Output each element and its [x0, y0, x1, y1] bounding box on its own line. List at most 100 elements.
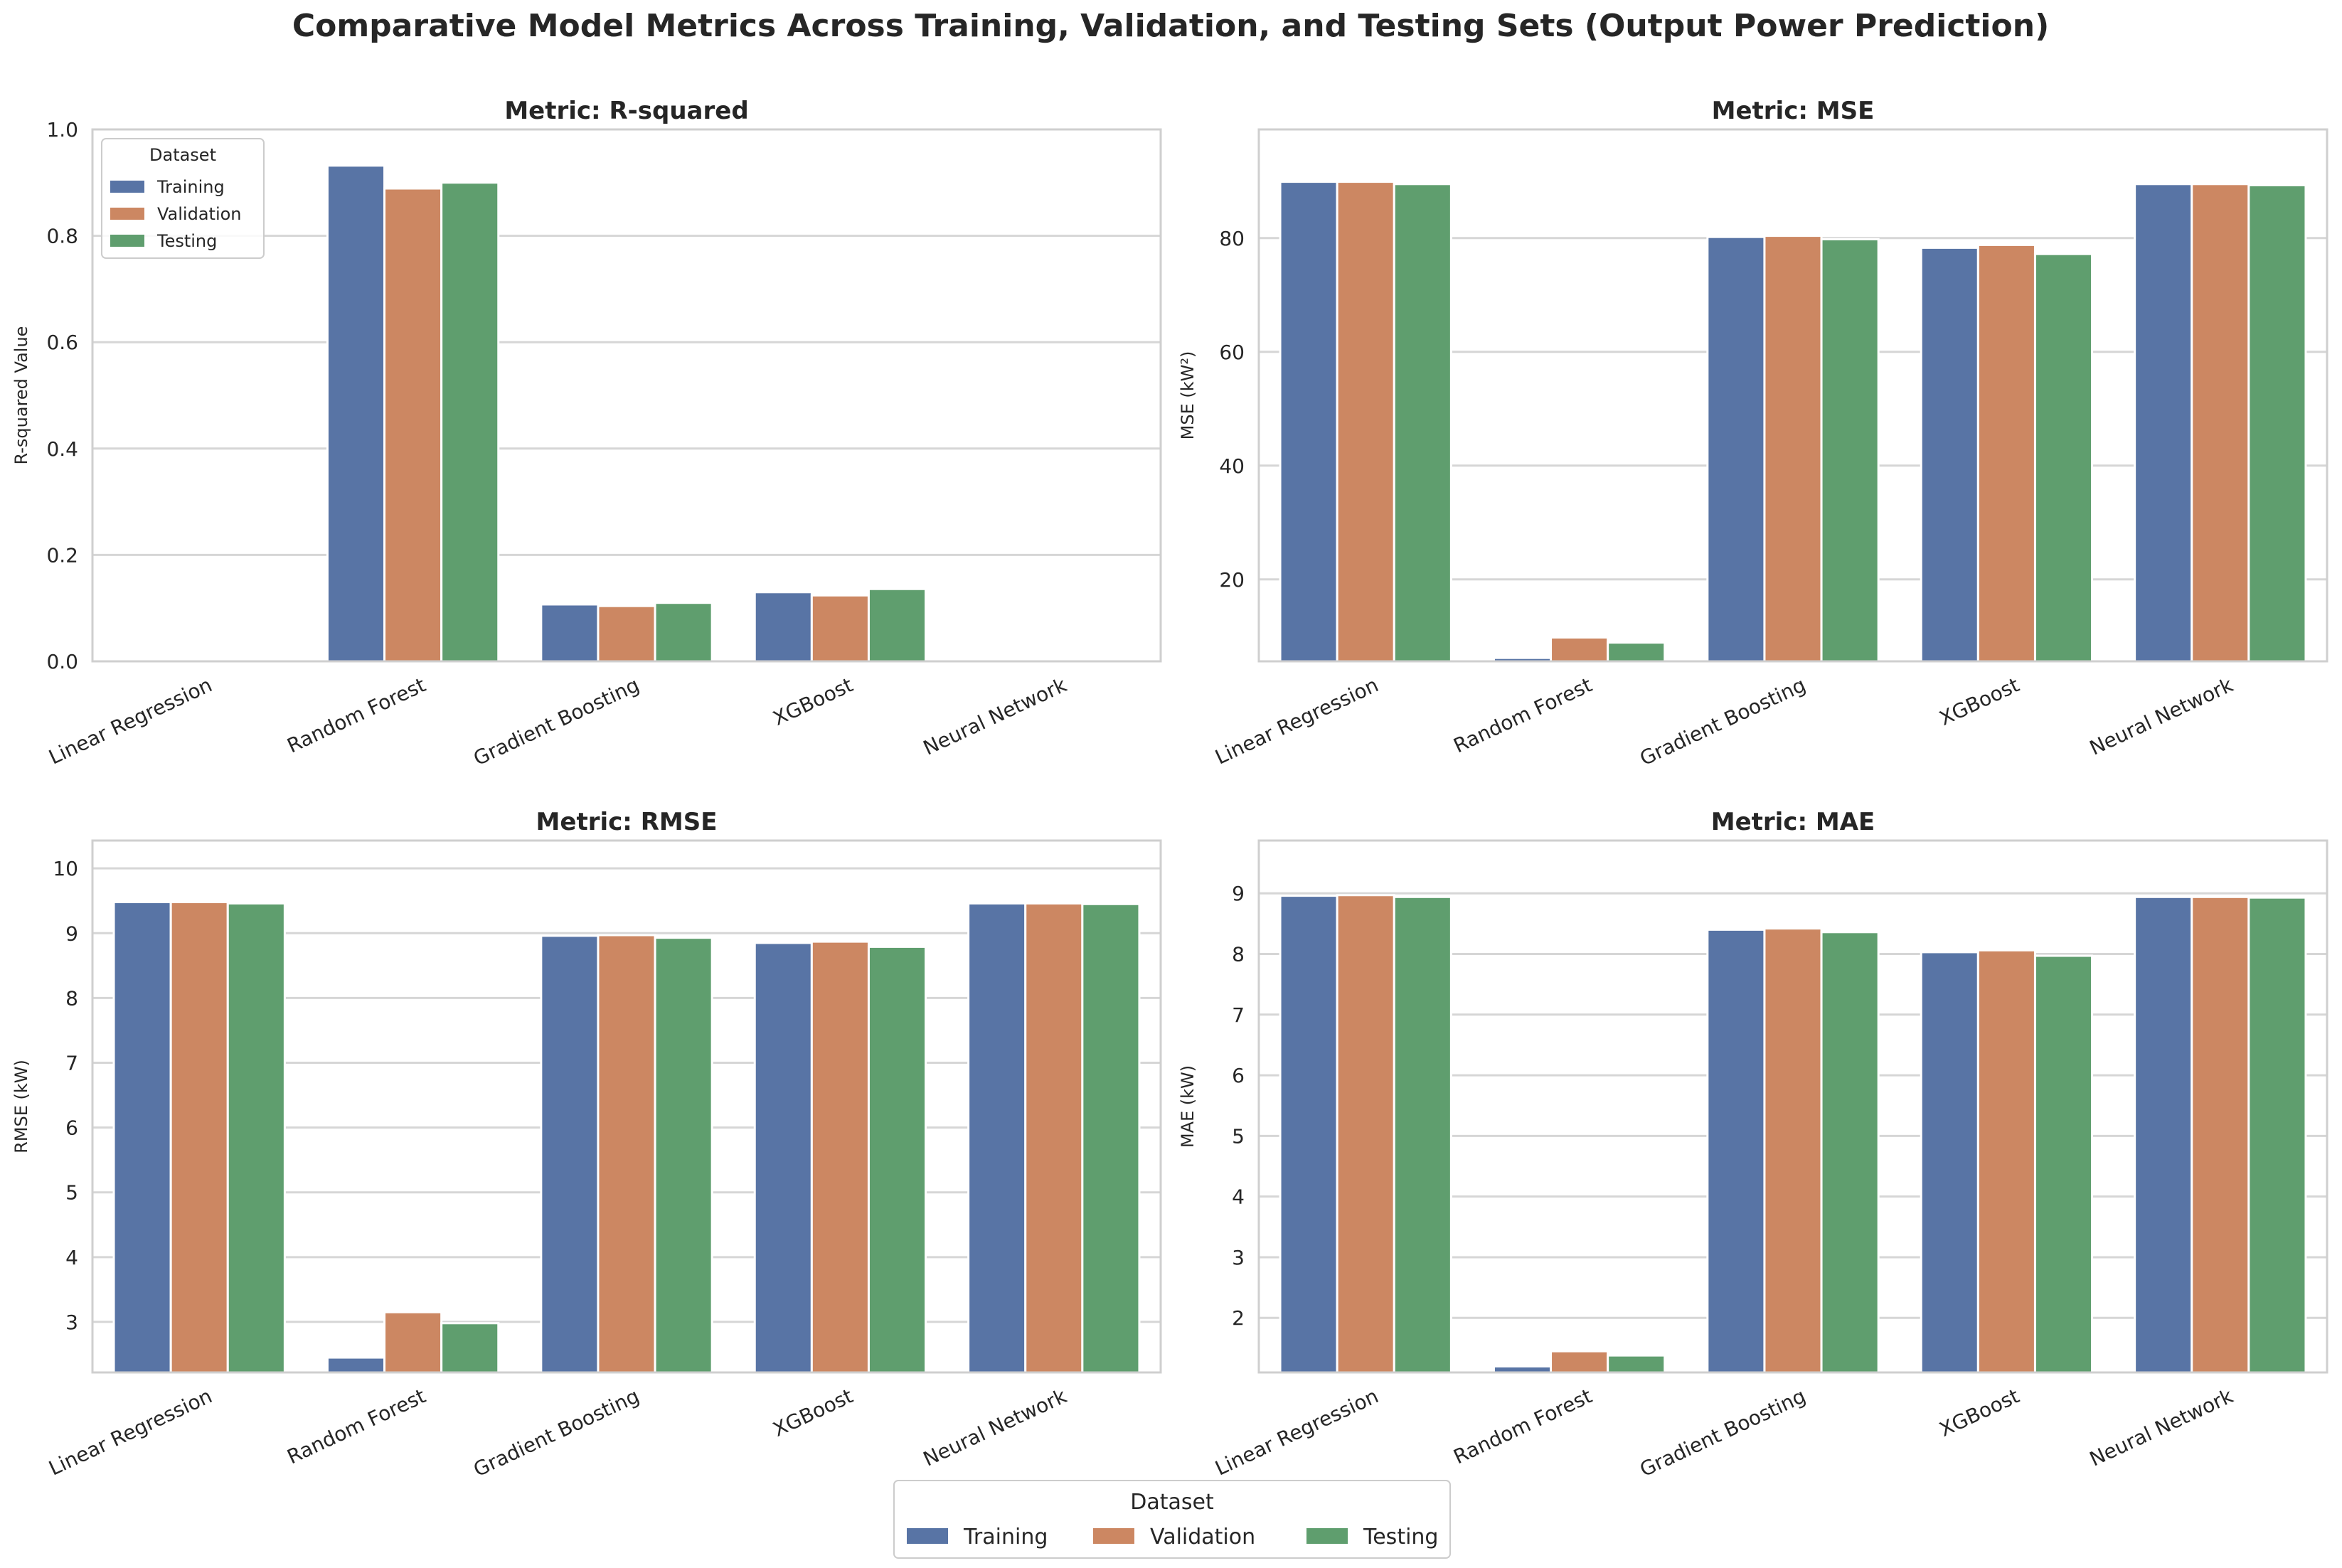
y-tick-label: 9: [1232, 882, 1245, 905]
bar-validation: [1550, 636, 1609, 663]
bar-validation: [1336, 181, 1395, 663]
bar-training: [1920, 246, 1979, 663]
y-tick-label: 0.4: [46, 437, 78, 461]
bar-validation: [597, 934, 656, 1374]
y-tick-label: 10: [53, 857, 78, 880]
y-tick-label: 0.2: [46, 543, 78, 567]
bar-validation: [1550, 1350, 1609, 1374]
y-tick-label: 3: [65, 1311, 78, 1334]
bar-validation: [1976, 949, 2036, 1374]
plot-frame: [91, 128, 1162, 663]
legend-title: Dataset: [1130, 1490, 1214, 1515]
y-axis-label: R-squared Value: [11, 326, 31, 465]
bar-training: [1920, 951, 1979, 1374]
bar-testing: [1820, 238, 1880, 663]
legend-label: Testing: [1363, 1525, 1438, 1550]
panel-title: Metric: MAE: [1711, 808, 1875, 836]
bar-validation: [383, 1311, 443, 1374]
bar-testing: [440, 1322, 500, 1374]
legend-label: Training: [156, 177, 225, 197]
bar-testing: [2033, 252, 2094, 663]
y-tick-label: 40: [1219, 454, 1245, 478]
legend-label: Training: [963, 1525, 1048, 1550]
bar-testing: [1607, 1354, 1666, 1374]
y-tick-label: 5: [1232, 1124, 1245, 1148]
panel-title: Metric: R-squared: [504, 97, 748, 125]
bar-training: [2134, 183, 2193, 663]
bar-training: [326, 1356, 386, 1374]
bar-testing: [867, 945, 927, 1374]
legend-swatch-testing: [110, 235, 144, 247]
bar-validation: [810, 940, 870, 1374]
bar-testing: [1081, 902, 1141, 1374]
y-axis-label: RMSE (kW): [11, 1060, 31, 1153]
y-tick-label: 80: [1219, 227, 1245, 250]
y-tick-label: 6: [65, 1116, 78, 1140]
bar-validation: [2191, 183, 2250, 663]
y-tick-label: 5: [65, 1181, 78, 1205]
bar-testing: [2247, 896, 2307, 1374]
y-tick-label: 8: [1232, 942, 1245, 966]
y-tick-label: 0.0: [46, 650, 78, 673]
bar-validation: [1976, 243, 2036, 663]
bar-training: [2134, 895, 2193, 1374]
bar-validation: [169, 901, 229, 1374]
y-axis-label: MAE (kW): [1178, 1065, 1198, 1148]
panel-legend: Dataset Training Validation Testing: [101, 138, 265, 259]
bar-training: [540, 603, 600, 663]
bar-validation: [1024, 902, 1084, 1374]
y-tick-label: 4: [65, 1246, 78, 1269]
legend-swatch-testing: [1306, 1528, 1348, 1544]
plot-frame: [1257, 128, 2328, 663]
panel-title: Metric: RMSE: [536, 808, 718, 836]
bar-validation: [597, 604, 656, 663]
bar-training: [753, 591, 813, 663]
bar-testing: [1607, 641, 1666, 663]
bar-training: [753, 942, 813, 1374]
bar-testing: [226, 902, 286, 1374]
bar-training: [326, 164, 386, 663]
y-tick-label: 0.8: [46, 225, 78, 248]
bar-validation: [1763, 235, 1823, 663]
legend-title: Dataset: [149, 145, 216, 165]
y-tick-label: 9: [65, 922, 78, 945]
legend-box: [101, 138, 265, 259]
y-tick-label: 3: [1232, 1246, 1245, 1269]
bar-validation: [1336, 894, 1395, 1374]
bar-training: [540, 934, 600, 1374]
bar-training: [967, 902, 1027, 1374]
legend-label: Validation: [157, 204, 242, 224]
bar-testing: [2247, 183, 2307, 663]
bar-testing: [1393, 183, 1452, 663]
bar-training: [1706, 928, 1766, 1374]
bar-validation: [2191, 895, 2250, 1374]
y-tick-label: 6: [1232, 1064, 1245, 1087]
legend-swatch-training: [110, 181, 144, 193]
bottom-legend: Dataset Training Validation Testing: [893, 1480, 1451, 1559]
bar-training: [112, 901, 172, 1374]
y-tick-label: 7: [65, 1052, 78, 1075]
y-tick-label: 2: [1232, 1306, 1245, 1330]
y-tick-label: 8: [65, 986, 78, 1010]
y-tick-label: 4: [1232, 1185, 1245, 1209]
plot-frame: [1257, 839, 2328, 1374]
legend-swatch-validation: [110, 208, 144, 220]
y-axis-label: MSE (kW²): [1178, 351, 1198, 440]
bar-testing: [1820, 931, 1880, 1374]
panel-title: Metric: MSE: [1712, 97, 1875, 125]
bar-testing: [654, 937, 713, 1374]
legend-swatch-validation: [1093, 1528, 1134, 1544]
legend-label: Validation: [1150, 1525, 1255, 1550]
bar-validation: [383, 187, 443, 663]
bar-testing: [654, 602, 713, 663]
y-tick-label: 7: [1232, 1003, 1245, 1027]
legend-label: Testing: [156, 231, 217, 251]
y-tick-label: 20: [1219, 568, 1245, 592]
bar-validation: [1763, 927, 1823, 1374]
bar-validation: [810, 594, 870, 663]
bar-training: [1279, 181, 1338, 663]
legend-swatch-training: [907, 1528, 948, 1544]
bar-testing: [2033, 954, 2094, 1374]
bar-training: [1706, 235, 1766, 663]
